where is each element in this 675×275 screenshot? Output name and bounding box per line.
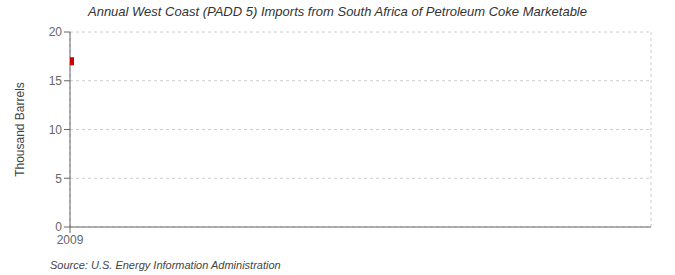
html-text:Annual West Coast (PADD 5) Imp: Annual West Coast (PADD 5) Imports from … xyxy=(88,4,587,19)
svg-text:10: 10 xyxy=(49,123,63,137)
svg-text:20: 20 xyxy=(49,25,63,39)
svg-text:2009: 2009 xyxy=(57,233,84,247)
html-text:Source: U.S. Energy Informatio: Source: U.S. Energy Information Administ… xyxy=(50,259,281,271)
svg-text:5: 5 xyxy=(55,172,62,186)
svg-text:Thousand Barrels: Thousand Barrels xyxy=(13,82,27,177)
svg-text:15: 15 xyxy=(49,74,63,88)
svg-text:0: 0 xyxy=(55,220,62,234)
